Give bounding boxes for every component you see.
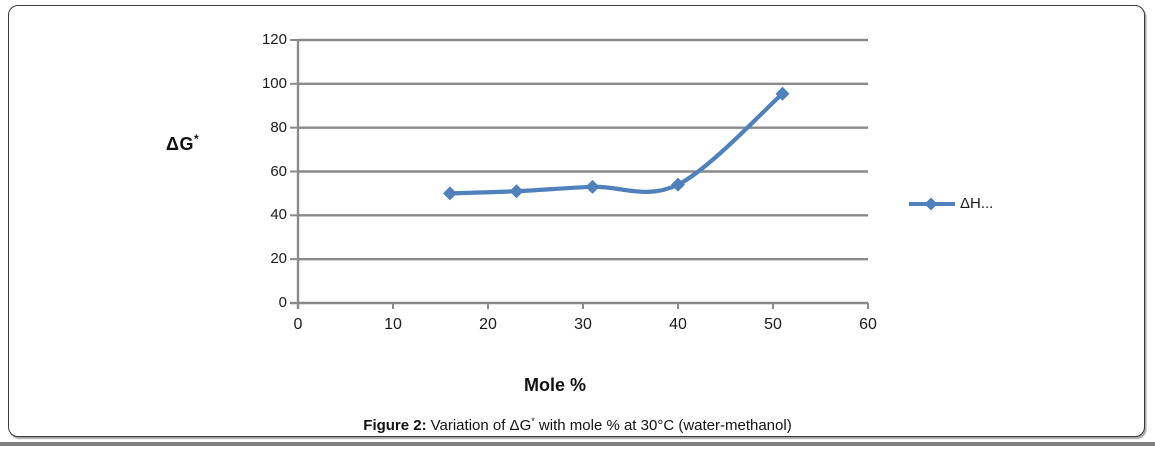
y-axis-title-text: ΔG — [166, 134, 194, 154]
y-tick-label: 80 — [270, 118, 287, 136]
x-tick-label: 50 — [764, 316, 782, 333]
x-tick-label: 20 — [479, 316, 497, 333]
caption-body: Variation of ΔG — [430, 417, 532, 434]
x-axis-title: Mole % — [523, 375, 586, 395]
caption-tail: with mole % at 30°C (water-methanol) — [534, 417, 792, 434]
legend: ΔH... — [908, 195, 993, 212]
y-tick-label: 100 — [261, 74, 287, 92]
y-tick-label: 120 — [261, 31, 287, 48]
y-tick-label: 60 — [270, 162, 287, 180]
legend-label: ΔH... — [960, 195, 994, 212]
x-tick-label: 10 — [384, 316, 402, 333]
caption-prefix: Figure 2: — [363, 417, 427, 434]
x-tick-label: 60 — [859, 316, 877, 333]
x-tick-label: 30 — [574, 316, 592, 333]
y-axis-title-sup: * — [193, 132, 200, 146]
x-tick-label: 0 — [293, 316, 303, 333]
y-tick-label: 40 — [270, 206, 287, 224]
caption-sup: * — [531, 416, 535, 426]
x-tick-label: 40 — [669, 316, 687, 333]
figure-panel — [8, 5, 1145, 437]
figure-caption: Figure 2: Variation of ΔG* with mole % at… — [0, 416, 1155, 434]
bottom-divider — [0, 442, 1155, 446]
legend-marker-icon — [909, 197, 955, 210]
y-tick-label: 20 — [270, 250, 287, 268]
y-axis-title: ΔG* — [166, 132, 199, 155]
y-tick-label: 0 — [278, 294, 287, 311]
